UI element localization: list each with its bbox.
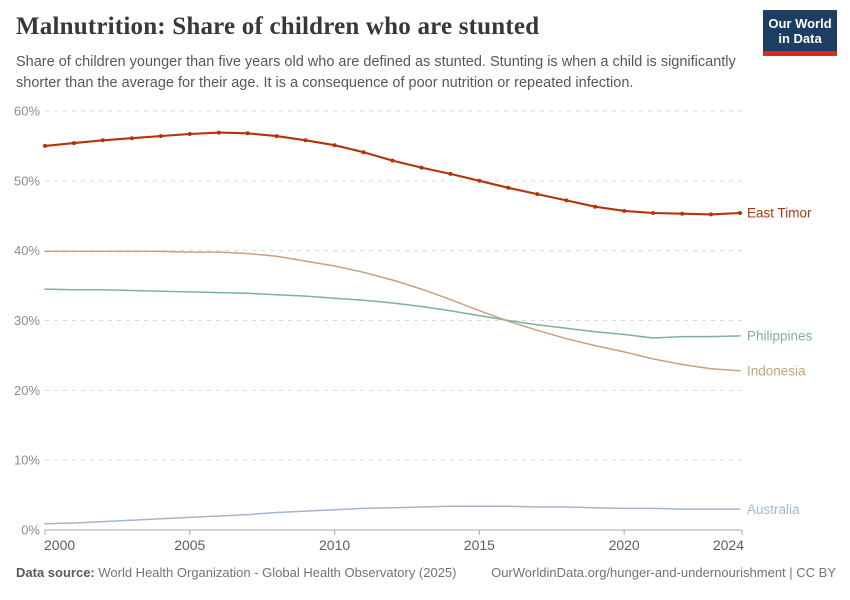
chart-footer: Data source: World Health Organization -…: [16, 565, 836, 580]
data-point-marker: [709, 212, 713, 217]
data-point-marker: [390, 158, 395, 163]
data-source-text: World Health Organization - Global Healt…: [94, 565, 457, 580]
series-line-east-timor[interactable]: [43, 131, 742, 216]
owid-logo[interactable]: Our World in Data: [763, 10, 837, 56]
series-end-label-indonesia[interactable]: Indonesia: [747, 364, 806, 379]
data-source-note: Data source: World Health Organization -…: [16, 565, 457, 580]
series-line-australia[interactable]: [44, 505, 741, 525]
data-point-marker: [129, 136, 134, 141]
series-end-label-philippines[interactable]: Philippines: [747, 329, 813, 344]
y-axis-tick-label: 0%: [21, 523, 40, 538]
page-title: Malnutrition: Share of children who are …: [16, 13, 540, 40]
data-point-marker: [72, 141, 76, 146]
x-axis-tick-label: 2010: [319, 537, 350, 553]
data-point-marker: [274, 134, 279, 139]
owid-link[interactable]: OurWorldinData.org/hunger-and-undernouri…: [491, 565, 836, 580]
y-axis-tick-label: 50%: [14, 173, 40, 188]
data-point-marker: [43, 143, 47, 148]
y-axis-tick-label: 20%: [14, 383, 40, 398]
data-point-marker: [535, 192, 540, 197]
chart-subtitle: Share of children younger than five year…: [16, 52, 761, 94]
x-axis-tick-label: 2020: [609, 537, 640, 553]
data-point-marker: [158, 134, 163, 139]
x-axis-tick-label: 2000: [44, 537, 75, 553]
data-point-marker: [448, 171, 453, 176]
data-point-marker: [593, 204, 598, 209]
owid-logo-line1: Our World: [768, 16, 832, 31]
data-source-label: Data source:: [16, 565, 95, 580]
series-line-philippines[interactable]: [44, 288, 741, 339]
y-axis-tick-label: 30%: [14, 313, 40, 328]
line-chart-canvas: 0% 10% 20% 30% 40% 50% 60% 2000 2005 2010 2015 2020…: [14, 104, 813, 553]
data-point-marker: [187, 132, 192, 136]
y-axis-tick-label: 40%: [14, 243, 40, 258]
series-end-label-australia[interactable]: Australia: [747, 502, 800, 517]
data-point-marker: [622, 208, 627, 213]
data-point-marker: [651, 211, 656, 215]
series-end-label-east-timor[interactable]: East Timor: [747, 206, 812, 221]
y-axis-tick-label: 10%: [14, 453, 40, 468]
data-point-marker: [506, 185, 511, 190]
x-axis-tick-label: 2024: [713, 537, 744, 553]
data-point-marker: [738, 211, 742, 215]
x-axis-tick-label: 2005: [174, 537, 205, 553]
chart-area: 0% 10% 20% 30% 40% 50% 60% 2000 2005 2010 2015 2020…: [0, 98, 850, 564]
data-point-marker: [680, 211, 685, 216]
data-point-marker: [419, 165, 424, 170]
data-point-marker: [564, 198, 569, 203]
series-line-indonesia[interactable]: [44, 250, 741, 372]
subtitle-line-1: Share of children younger than five year…: [16, 54, 736, 70]
data-point-marker: [477, 178, 482, 183]
data-point-marker: [100, 138, 105, 143]
data-point-marker: [361, 150, 366, 155]
y-axis-tick-label: 60%: [14, 104, 40, 119]
owid-logo-line2: in Data: [778, 31, 822, 46]
data-point-marker: [216, 130, 221, 135]
x-axis-tick-label: 2015: [464, 537, 495, 553]
data-point-marker: [245, 131, 250, 136]
subtitle-line-2: shorter than the average for their age. …: [16, 75, 634, 91]
data-point-marker: [332, 143, 337, 148]
data-point-marker: [303, 138, 308, 143]
